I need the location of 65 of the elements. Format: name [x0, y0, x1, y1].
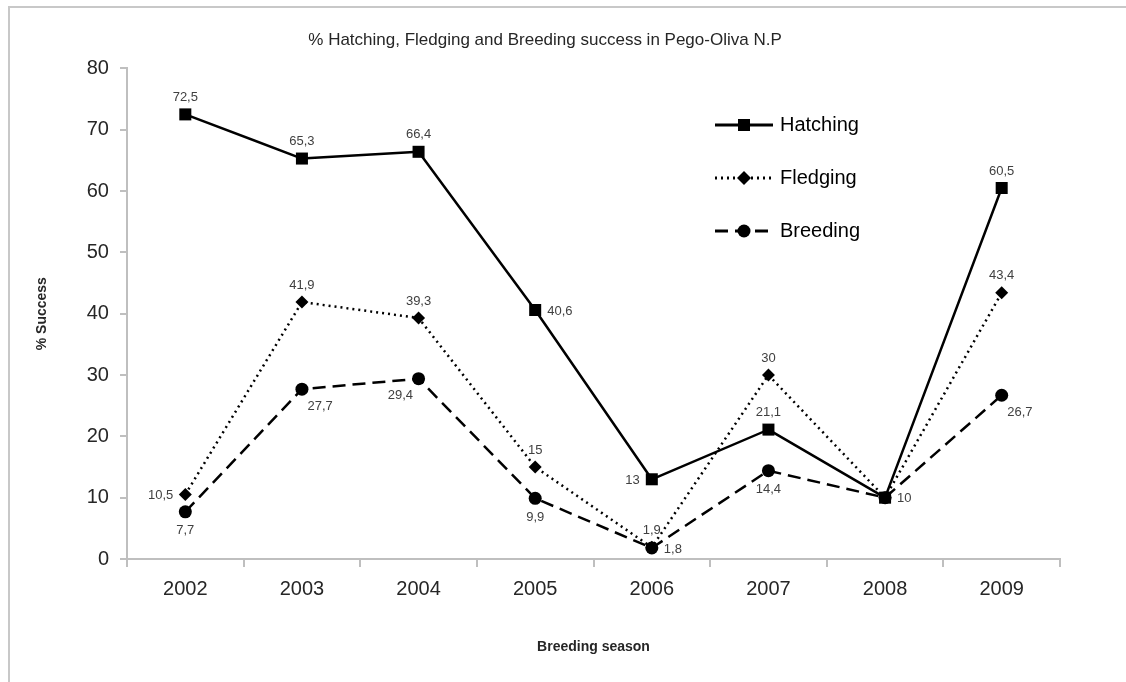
y-tick-label: 80	[86, 55, 109, 78]
x-tick-label: 2003	[279, 576, 325, 599]
x-tick-label: 2009	[979, 576, 1024, 599]
point	[412, 311, 426, 325]
data-label: 9,9	[526, 508, 545, 524]
data-label: 14,4	[755, 481, 782, 497]
data-label: 15	[527, 441, 543, 457]
y-axis-title: % Success	[33, 276, 50, 351]
chart-title: % Hatching, Fledging and Breeding success in Pego-Oliva N.P	[308, 29, 782, 49]
data-label: 43,4	[989, 267, 1015, 283]
legend-label: Breeding	[780, 219, 861, 243]
x-tick-label: 2005	[512, 576, 558, 599]
y-tick-label: 30	[86, 362, 109, 385]
point	[761, 464, 775, 478]
point	[762, 423, 775, 436]
y-tick-label: 40	[86, 301, 109, 324]
x-tick-label: 2006	[629, 576, 675, 599]
data-label: 72,5	[172, 88, 198, 104]
y-tick-label: 0	[97, 546, 109, 569]
y-tick-label: 70	[86, 117, 109, 140]
y-tick-label: 60	[86, 178, 109, 201]
point	[879, 491, 892, 504]
legend-label: Fledging	[780, 166, 857, 190]
x-tick-label: 2002	[163, 576, 208, 599]
point	[995, 388, 1009, 402]
data-label: 1,8	[663, 540, 682, 556]
data-label: 66,4	[405, 126, 432, 142]
legend-label: Hatching	[780, 113, 859, 137]
x-tick-label: 2004	[396, 576, 441, 599]
data-label: 60,5	[989, 162, 1015, 178]
data-label: 10,5	[148, 487, 174, 503]
data-label: 7,7	[176, 522, 195, 538]
data-label: 26,7	[1007, 403, 1033, 419]
data-label: 1,9	[642, 521, 661, 537]
y-tick-label: 50	[86, 239, 109, 262]
point	[761, 368, 775, 382]
y-tick-label: 20	[86, 423, 109, 446]
point	[295, 382, 309, 396]
data-label: 13	[625, 471, 640, 487]
point	[529, 304, 542, 317]
point	[179, 108, 192, 121]
data-label: 39,3	[405, 292, 432, 308]
data-label: 65,3	[289, 133, 315, 149]
point	[528, 460, 542, 474]
y-tick-label: 10	[86, 485, 109, 508]
point	[412, 372, 426, 386]
data-label: 27,7	[307, 397, 333, 413]
point	[178, 505, 192, 519]
point	[995, 286, 1009, 300]
point	[995, 181, 1008, 194]
data-label: 40,6	[547, 302, 573, 318]
data-label: 10	[897, 490, 912, 506]
data-label: 29,4	[387, 387, 414, 403]
x-tick-label: 2007	[746, 576, 791, 599]
point	[295, 152, 308, 165]
point	[412, 145, 425, 158]
point	[178, 488, 192, 502]
point	[645, 473, 658, 486]
data-label: 30	[761, 349, 776, 365]
data-label: 41,9	[289, 276, 315, 292]
x-tick-label: 2008	[862, 576, 908, 599]
x-axis-title: Breeding season	[537, 638, 650, 655]
point	[528, 491, 542, 505]
point	[295, 295, 309, 309]
data-label: 21,1	[755, 404, 782, 420]
